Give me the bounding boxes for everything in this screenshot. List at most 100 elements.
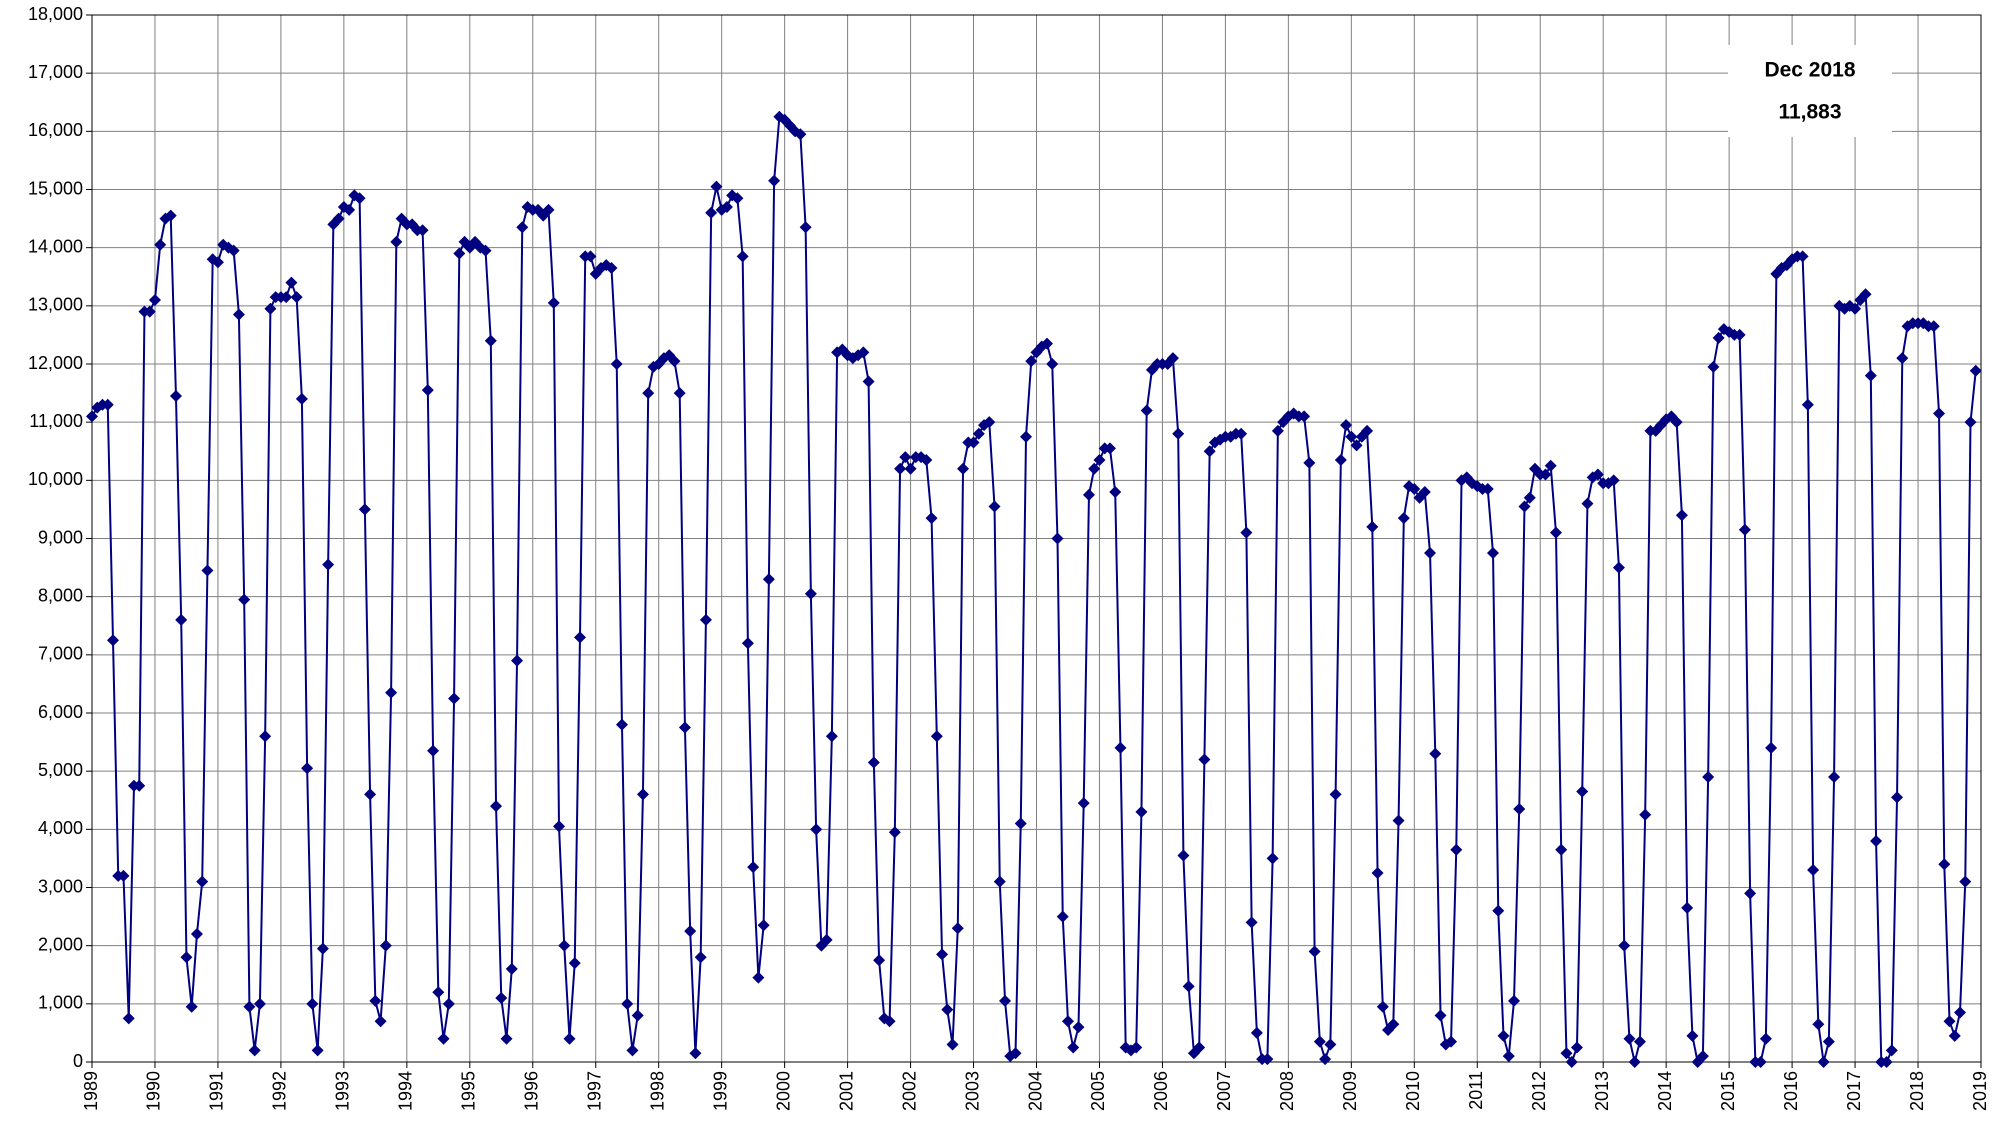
data-point (1020, 430, 1033, 443)
data-point (568, 957, 581, 970)
data-point (1240, 526, 1253, 539)
data-point (101, 398, 114, 411)
data-point (1570, 1041, 1583, 1054)
data-point (1203, 445, 1216, 458)
data-point (1135, 805, 1148, 818)
data-point (678, 721, 691, 734)
data-point (1397, 512, 1410, 525)
data-point (1072, 1021, 1085, 1034)
data-point (1271, 424, 1284, 437)
data-point (1675, 509, 1688, 522)
data-point (1376, 1000, 1389, 1013)
data-point (390, 235, 403, 248)
data-point (243, 1000, 256, 1013)
x-tick-label: 1991 (207, 1071, 227, 1111)
data-point (1859, 288, 1872, 301)
data-point (1880, 1056, 1893, 1068)
x-tick-label: 2004 (1025, 1071, 1045, 1111)
data-point (1366, 520, 1379, 533)
data-point (1670, 416, 1683, 429)
data-point (1618, 939, 1631, 952)
data-point (1964, 416, 1977, 429)
y-tick-label: 8,000 (38, 585, 83, 605)
x-tick-label: 1993 (333, 1071, 353, 1111)
data-point (358, 503, 371, 516)
data-point (1733, 328, 1746, 341)
data-point (364, 788, 377, 801)
x-tick-label: 2015 (1718, 1071, 1738, 1111)
data-point (626, 1044, 639, 1057)
data-point (1109, 485, 1122, 498)
y-tick-label: 13,000 (28, 295, 83, 315)
y-tick-label: 2,000 (38, 934, 83, 954)
data-point (1340, 419, 1353, 432)
data-point (1576, 785, 1589, 798)
data-point (1754, 1056, 1767, 1068)
data-point (762, 573, 775, 586)
data-point (169, 389, 182, 402)
data-point (694, 951, 707, 964)
data-point (301, 762, 314, 775)
data-point (573, 631, 586, 644)
data-point (1681, 901, 1694, 914)
data-point (710, 180, 723, 193)
data-point (1025, 355, 1038, 368)
data-point (1933, 407, 1946, 420)
data-point (185, 1000, 198, 1013)
data-point (993, 875, 1006, 888)
data-point (1182, 980, 1195, 993)
data-point (453, 247, 466, 260)
y-tick-label: 12,000 (28, 353, 83, 373)
x-tick-label: 1989 (81, 1071, 101, 1111)
data-point (1177, 849, 1190, 862)
data-point (1082, 488, 1095, 501)
data-point (175, 613, 188, 626)
data-point (316, 942, 329, 955)
y-tick-label: 14,000 (28, 236, 83, 256)
data-point (1623, 1032, 1636, 1045)
data-point (741, 637, 754, 650)
data-point (490, 800, 503, 813)
data-point (232, 308, 245, 321)
data-point (117, 869, 130, 882)
data-point (1492, 904, 1505, 917)
data-point (873, 954, 886, 967)
data-point (983, 416, 996, 429)
data-point (1334, 453, 1347, 466)
data-point (1193, 1041, 1206, 1054)
data-point (1497, 1029, 1510, 1042)
data-point (1408, 483, 1421, 496)
x-tick-label: 1997 (584, 1071, 604, 1111)
data-point (1539, 468, 1552, 481)
data-point (752, 971, 765, 984)
data-point (437, 1032, 450, 1045)
data-point (1319, 1053, 1332, 1066)
data-point (1523, 491, 1536, 504)
data-point (1759, 1032, 1772, 1045)
data-point (1896, 352, 1909, 365)
data-point (747, 861, 760, 874)
data-point (1544, 459, 1557, 472)
x-tick-label: 2018 (1907, 1071, 1927, 1111)
data-point (1502, 1050, 1515, 1063)
data-point (238, 593, 251, 606)
data-point (448, 692, 461, 705)
data-point (106, 634, 119, 647)
data-point (1959, 875, 1972, 888)
data-point (290, 291, 303, 304)
data-point (684, 925, 697, 938)
data-point (542, 203, 555, 216)
data-point (1056, 910, 1069, 923)
data-point (636, 788, 649, 801)
data-point (1607, 474, 1620, 487)
data-point (1927, 320, 1940, 333)
x-tick-label: 1998 (647, 1071, 667, 1111)
data-point (285, 276, 298, 289)
data-point (1954, 1006, 1967, 1019)
data-point (1114, 741, 1127, 754)
data-point (295, 392, 308, 405)
data-point (558, 939, 571, 952)
data-point (936, 948, 949, 961)
x-tick-label: 1992 (270, 1071, 290, 1111)
data-line (91, 115, 1977, 1065)
